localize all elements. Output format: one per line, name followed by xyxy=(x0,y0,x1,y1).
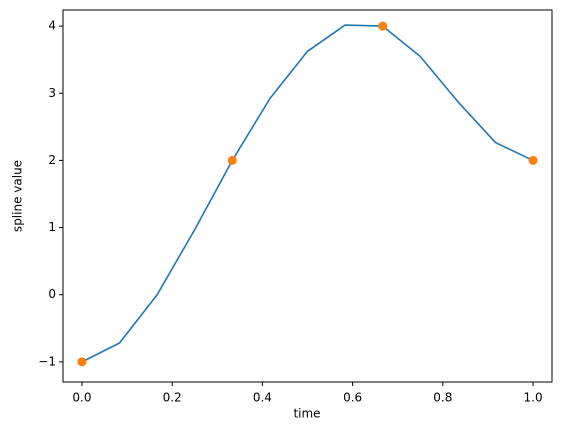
axes-frame xyxy=(62,9,553,383)
y-tick-label: 2 xyxy=(48,153,56,167)
x-tick-label: 1.0 xyxy=(524,391,543,405)
y-tick-label: 4 xyxy=(48,19,56,33)
x-tick-label: 0.6 xyxy=(343,391,362,405)
y-tick-label: 0 xyxy=(48,287,56,301)
x-axis-label: time xyxy=(293,407,320,421)
point xyxy=(227,155,237,165)
point xyxy=(77,357,87,367)
point xyxy=(378,21,388,31)
y-axis-label: spline value xyxy=(11,160,25,232)
point xyxy=(528,155,538,165)
y-tick-label: 3 xyxy=(48,86,56,100)
y-tick-label: −1 xyxy=(38,354,56,368)
y-tick-label: 1 xyxy=(48,220,56,234)
x-tick-label: 0.2 xyxy=(163,391,182,405)
curve xyxy=(81,24,534,363)
x-tick-label: 0.8 xyxy=(433,391,452,405)
x-tick-label: 0.4 xyxy=(253,391,272,405)
x-tick-label: 0.0 xyxy=(72,391,91,405)
